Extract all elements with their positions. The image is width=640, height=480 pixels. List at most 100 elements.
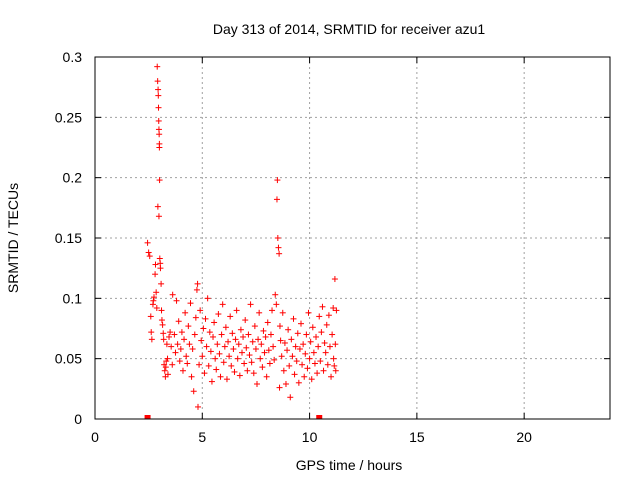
data-point [215, 311, 222, 318]
data-point [332, 367, 339, 374]
data-point [278, 353, 285, 360]
data-point [208, 378, 215, 385]
data-point [153, 289, 160, 296]
data-point [173, 297, 180, 304]
data-point [260, 327, 267, 334]
data-point [317, 358, 324, 365]
data-point [258, 341, 265, 348]
data-point [150, 297, 157, 304]
data-point [199, 353, 206, 360]
data-point [211, 319, 218, 326]
data-point [177, 346, 184, 353]
data-point [220, 359, 227, 366]
data-point [196, 361, 203, 368]
data-point [265, 347, 272, 354]
data-point [286, 362, 293, 369]
data-point [156, 144, 163, 151]
data-point [189, 346, 196, 353]
data-point [210, 333, 217, 340]
baseline-marker [316, 415, 323, 419]
data-point [307, 338, 314, 345]
data-point [221, 343, 228, 350]
data-point [222, 324, 229, 331]
data-point [296, 346, 303, 353]
data-point [331, 276, 338, 283]
data-point [202, 315, 209, 322]
data-point [152, 261, 159, 268]
x-tick-label: 15 [409, 429, 425, 445]
data-point [302, 350, 309, 357]
data-point [261, 349, 268, 356]
data-point [156, 131, 163, 138]
data-point [241, 360, 248, 367]
data-point [168, 343, 175, 350]
data-point [160, 330, 167, 337]
data-point [191, 331, 198, 338]
data-point [262, 333, 269, 340]
data-point [304, 365, 311, 372]
data-point [289, 353, 296, 360]
x-axis-label: GPS time / hours [296, 457, 403, 473]
data-point [192, 314, 199, 321]
data-point [280, 367, 287, 374]
data-point [238, 349, 245, 356]
data-point [255, 336, 262, 343]
data-point [183, 353, 190, 360]
data-point [305, 309, 312, 316]
data-point [229, 330, 236, 337]
data-point [291, 371, 298, 378]
y-tick-label: 0.2 [63, 170, 83, 186]
data-point [299, 361, 306, 368]
data-point [308, 376, 315, 383]
data-point [195, 403, 201, 410]
data-point [273, 196, 280, 203]
chart-title: Day 313 of 2014, SRMTID for receiver azu… [213, 21, 486, 37]
data-point [249, 338, 256, 345]
data-point [178, 329, 185, 336]
data-point [326, 343, 333, 350]
y-tick-label: 0.1 [63, 290, 83, 306]
data-point [201, 370, 208, 377]
data-point [159, 321, 166, 328]
data-point [155, 86, 162, 93]
data-point [161, 367, 168, 374]
data-point [330, 355, 337, 362]
data-point [174, 341, 181, 348]
data-point [144, 239, 151, 246]
data-point [316, 313, 323, 320]
data-point [171, 331, 178, 338]
data-point [292, 343, 299, 350]
data-point [250, 370, 257, 377]
data-point [155, 92, 162, 99]
data-point [303, 331, 310, 338]
data-point [167, 329, 174, 336]
data-point [162, 364, 169, 371]
data-point [226, 353, 233, 360]
data-point [324, 361, 331, 368]
data-point [154, 63, 161, 70]
data-point [313, 333, 320, 340]
y-axis-label: SRMTID / TECUs [5, 183, 21, 293]
data-point [236, 372, 243, 379]
data-point [331, 362, 338, 369]
data-point [234, 355, 241, 362]
data-point [309, 324, 316, 331]
data-point [272, 291, 279, 298]
data-point [172, 349, 179, 356]
data-point [197, 307, 204, 314]
y-tick-label: 0.3 [63, 49, 83, 65]
data-point [275, 244, 282, 251]
data-point [318, 329, 325, 336]
data-point [285, 326, 292, 333]
data-point [155, 104, 162, 111]
data-point [160, 336, 167, 343]
data-point [155, 117, 162, 124]
y-tick-label: 0.25 [55, 109, 82, 125]
data-point [274, 235, 281, 241]
data-point [333, 307, 340, 314]
data-point [245, 331, 252, 338]
data-point [164, 371, 171, 378]
data-point [301, 373, 308, 380]
y-tick-labels: 0 0.05 0.1 0.15 0.2 0.25 0.3 [55, 49, 82, 427]
data-point [330, 304, 337, 311]
